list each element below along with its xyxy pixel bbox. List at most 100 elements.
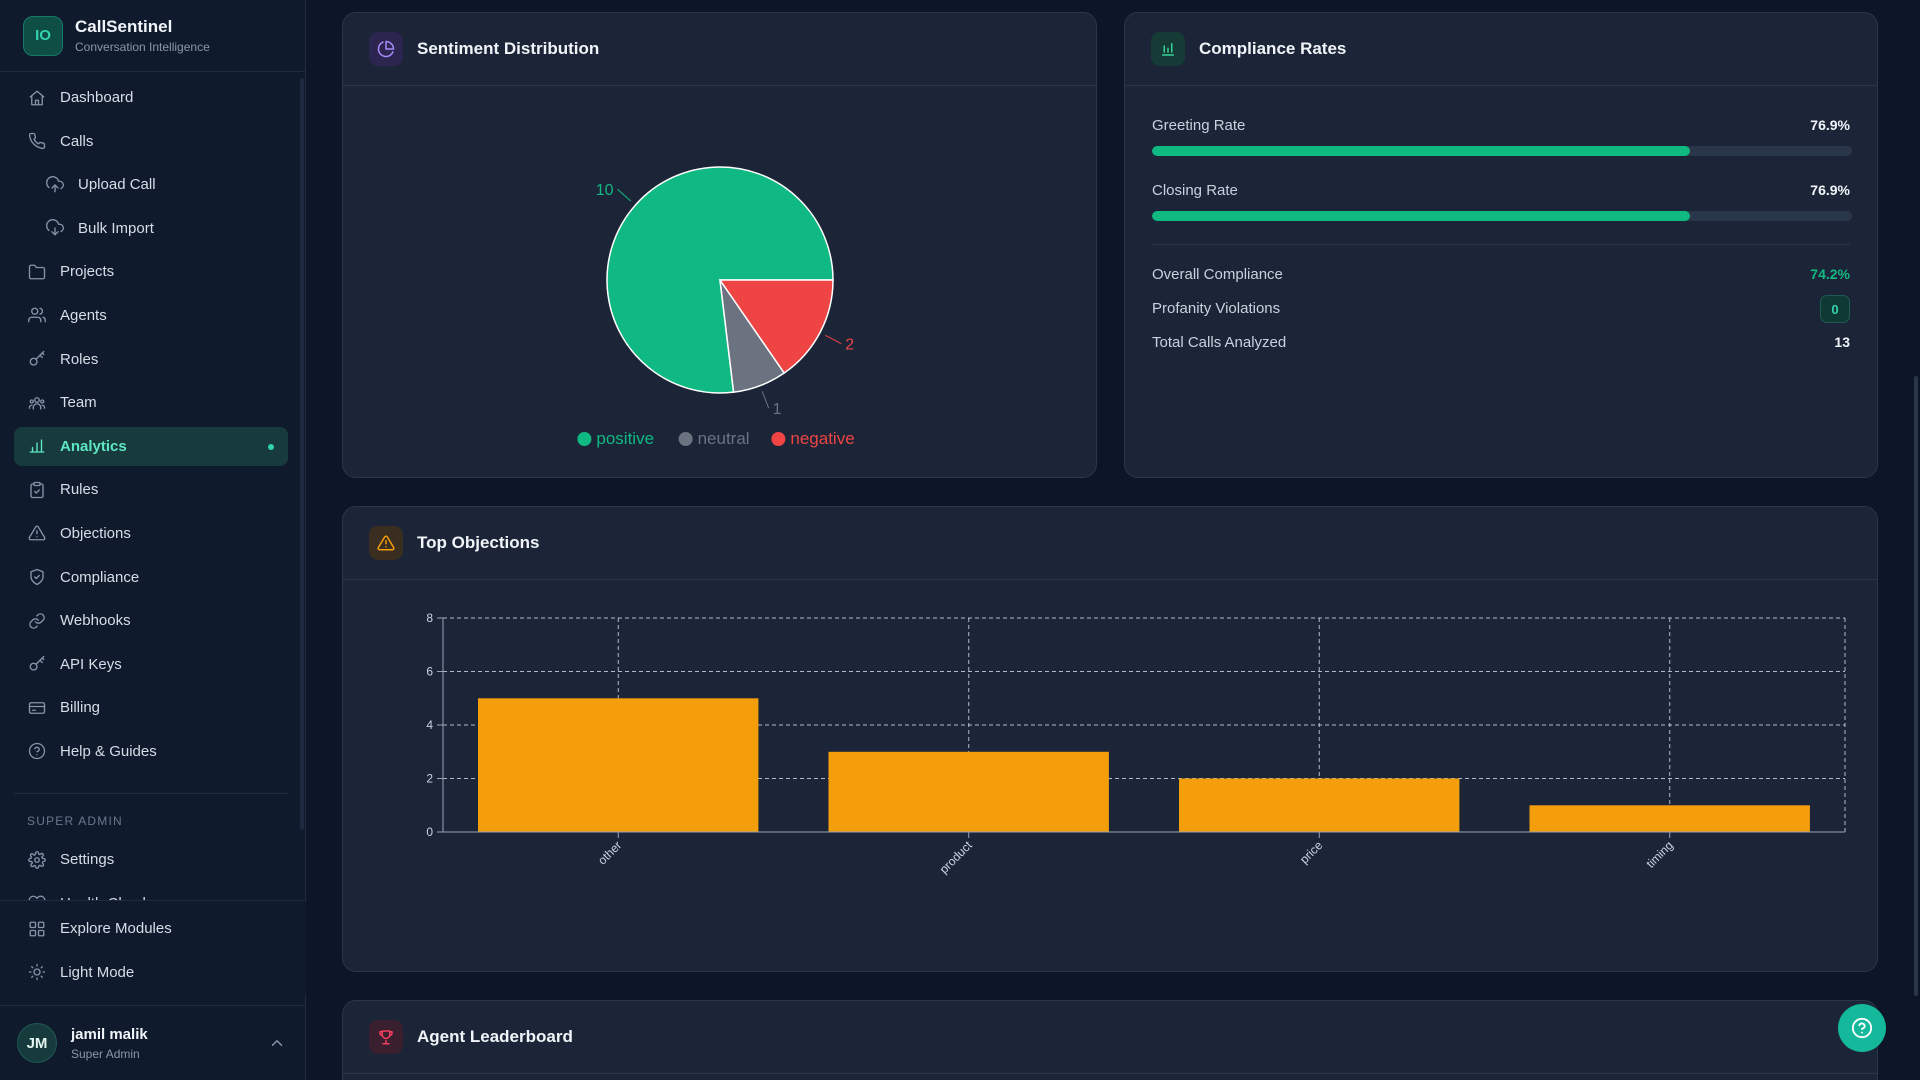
sidebar-item-light-mode[interactable]: Light Mode: [14, 953, 292, 992]
sidebar-item-team[interactable]: Team: [14, 383, 288, 422]
team-icon: [28, 394, 46, 412]
objections-title: Top Objections: [417, 533, 540, 552]
main-nav: Dashboard Calls Upload Call Bulk Import Proj…: [14, 78, 288, 776]
sidebar-item-webhooks[interactable]: Webhooks: [14, 601, 288, 640]
sidebar-item-calls[interactable]: Calls: [14, 122, 288, 161]
sidebar-item-upload-call[interactable]: Upload Call: [14, 165, 288, 204]
pie-slice-negative[interactable]: [718, 279, 834, 375]
y-tick-label: 6: [426, 665, 433, 679]
sidebar-item-dashboard[interactable]: Dashboard: [14, 78, 288, 117]
compliance-title: Compliance Rates: [1199, 39, 1347, 58]
sidebar-item-label: Bulk Import: [78, 219, 154, 237]
brand[interactable]: IO CallSentinel Conversation Intelligenc…: [0, 0, 305, 72]
sidebar-item-label: Roles: [60, 350, 99, 368]
pie-value-label: 1: [773, 401, 782, 418]
bar-other[interactable]: [478, 698, 759, 833]
pie-value-label: 10: [596, 182, 614, 199]
help-circle-icon: [28, 742, 46, 760]
sidebar-item-label: Agents: [60, 306, 107, 324]
sidebar-item-label: Upload Call: [78, 176, 156, 194]
users-icon: [28, 306, 46, 324]
warning-icon: [369, 526, 403, 560]
pie-chart-icon: [369, 32, 403, 66]
bar-product[interactable]: [828, 751, 1109, 833]
pie-value-label: 2: [845, 337, 854, 354]
nav-divider: [14, 793, 288, 794]
phone-icon: [28, 132, 46, 150]
sidebar-item-label: Settings: [60, 851, 115, 868]
key-icon: [28, 655, 46, 673]
active-indicator-dot: [268, 443, 274, 450]
help-button[interactable]: [1838, 1004, 1886, 1052]
sidebar-item-label: Analytics: [60, 437, 127, 455]
sidebar-item-projects[interactable]: Projects: [14, 252, 288, 291]
greeting-rate-fill: [1152, 146, 1691, 156]
sidebar-item-health-check[interactable]: Health Check: [14, 884, 288, 902]
brand-logo: IO: [23, 15, 63, 56]
credit-card-icon: [28, 699, 46, 717]
sidebar-item-api-keys[interactable]: API Keys: [14, 645, 288, 684]
sidebar-item-label: Light Mode: [60, 963, 135, 981]
sidebar-item-agents[interactable]: Agents: [14, 296, 288, 335]
sidebar-item-billing[interactable]: Billing: [14, 688, 288, 727]
closing-rate-bar: [1152, 211, 1852, 221]
sidebar-item-roles[interactable]: Roles: [14, 340, 288, 379]
chevron-up-icon[interactable]: [268, 1034, 286, 1052]
sidebar-item-objections[interactable]: Objections: [14, 514, 288, 553]
legend-dot: [771, 432, 786, 446]
sidebar-scrollbar[interactable]: [300, 78, 304, 830]
sidebar-item-label: Compliance: [60, 568, 140, 586]
grid-icon: [28, 920, 46, 938]
objections-bar-chart: 0 2 4 6 8 other product price timing: [426, 611, 1846, 877]
y-tick-label: 4: [426, 718, 433, 732]
bar-timing[interactable]: [1529, 805, 1810, 833]
x-tick-label-timing: timing: [1643, 838, 1676, 871]
legend-item-neutral[interactable]: neutral: [678, 429, 750, 448]
legend-dot: [678, 432, 693, 446]
y-tick-label: 8: [426, 611, 433, 625]
overall-compliance-row: Overall Compliance 74.2%: [1152, 266, 1850, 283]
legend-item-negative[interactable]: negative: [771, 429, 855, 448]
page-scrollbar[interactable]: [1914, 376, 1918, 996]
overall-compliance-value: 74.2%: [1810, 266, 1850, 282]
x-tick-label-product: product: [937, 838, 976, 877]
sidebar-item-label: Help & Guides: [60, 742, 157, 760]
clipboard-icon: [28, 481, 46, 499]
legend-label: neutral: [698, 429, 750, 448]
bottom-nav: Explore Modules Light Mode: [0, 900, 306, 997]
sidebar-item-compliance[interactable]: Compliance: [14, 558, 288, 597]
sidebar-item-label: API Keys: [60, 655, 122, 673]
greeting-rate-label: Greeting Rate: [1152, 117, 1246, 134]
sidebar-item-label: Projects: [60, 263, 115, 281]
sidebar-item-label: Webhooks: [60, 612, 131, 630]
key-icon: [28, 350, 46, 368]
sidebar-item-label: Explore Modules: [60, 920, 172, 937]
closing-rate-fill: [1152, 211, 1691, 221]
cloud-upload-icon: [46, 175, 64, 194]
sidebar-item-analytics[interactable]: Analytics: [14, 426, 288, 466]
shield-icon: [28, 568, 46, 586]
sidebar-item-label: Calls: [60, 132, 94, 150]
legend-item-positive[interactable]: positive: [577, 429, 654, 448]
sidebar-item-settings[interactable]: Settings: [14, 840, 288, 879]
home-icon: [28, 89, 46, 107]
sidebar-item-label: Objections: [60, 524, 131, 542]
profanity-row: Profanity Violations 0: [1152, 295, 1850, 323]
user-name: jamil malik: [71, 1025, 148, 1043]
sidebar-item-rules[interactable]: Rules: [14, 470, 288, 509]
bar-price[interactable]: [1179, 778, 1460, 833]
bar-chart-icon: [28, 437, 46, 455]
total-calls-label: Total Calls Analyzed: [1152, 334, 1287, 351]
sidebar-item-label: Health Check: [60, 895, 150, 902]
objections-card: Top Objections 0 2 4 6 8 other product price tim…: [342, 506, 1878, 972]
sidebar-item-help-and-guides[interactable]: Help & Guides: [14, 732, 288, 771]
sun-icon: [28, 963, 46, 981]
user-menu[interactable]: JM jamil malik Super Admin: [0, 1005, 306, 1080]
profanity-label: Profanity Violations: [1152, 300, 1281, 317]
sidebar-item-label: Dashboard: [60, 89, 134, 106]
sidebar-item-bulk-import[interactable]: Bulk Import: [14, 209, 288, 248]
x-tick-label-price: price: [1297, 838, 1326, 867]
trophy-icon: [369, 1020, 403, 1054]
sentiment-title: Sentiment Distribution: [417, 39, 600, 58]
sidebar-item-explore-modules[interactable]: Explore Modules: [14, 909, 292, 948]
